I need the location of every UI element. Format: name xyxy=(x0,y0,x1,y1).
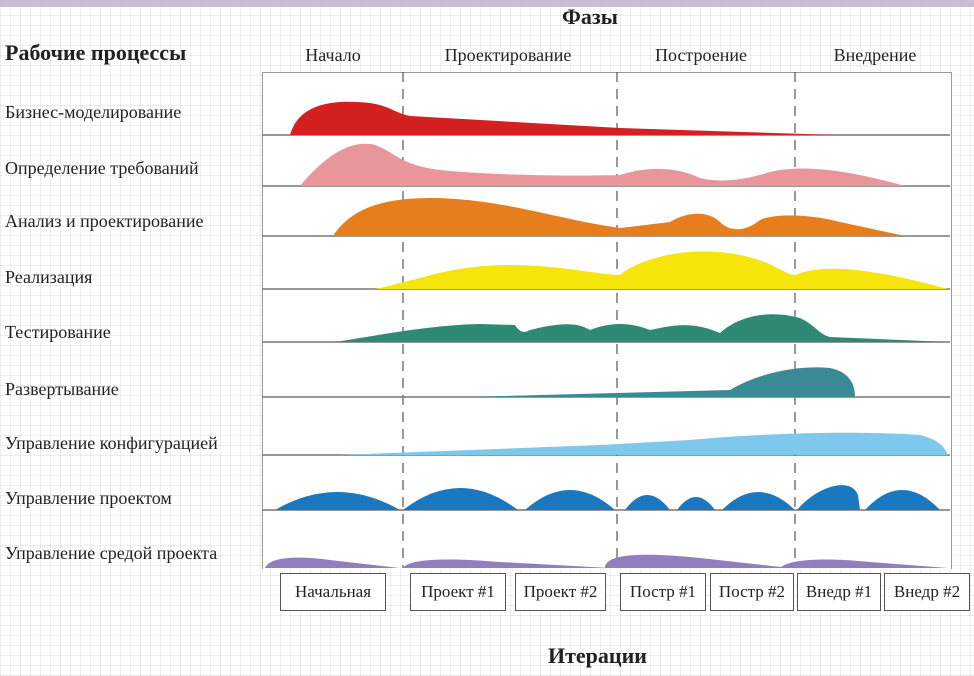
hump-implementation xyxy=(375,251,948,289)
workflow-label: Бизнес-моделирование xyxy=(5,102,182,122)
phase-elaboration: Проектирование xyxy=(444,45,572,65)
iteration-trans-1: Внедр #1 xyxy=(797,573,881,611)
phases-title: Фазы xyxy=(562,4,618,29)
hump-requirements xyxy=(300,143,905,186)
workflow-label: Определение требований xyxy=(5,158,199,178)
hump-testing xyxy=(335,314,948,342)
workflow-label: Реализация xyxy=(5,267,93,287)
workflow-label: Управление конфигурацией xyxy=(5,433,218,453)
phase-construction: Построение xyxy=(655,45,747,65)
hump-project-management xyxy=(275,485,940,510)
workflow-label: Управление проектом xyxy=(5,488,172,508)
hump-environment xyxy=(265,554,948,568)
top-band xyxy=(0,0,974,7)
workflow-label: Развертывание xyxy=(5,379,119,399)
hump-analysis-design xyxy=(333,198,905,236)
iteration-const-2: Постр #2 xyxy=(710,573,794,611)
iteration-trans-2: Внедр #2 xyxy=(884,573,970,611)
iteration-initial: Начальная xyxy=(280,573,386,611)
hump-business-modeling xyxy=(290,101,835,135)
iteration-elab-1: Проект #1 xyxy=(410,573,506,611)
iteration-const-1: Постр #1 xyxy=(620,573,706,611)
iteration-elab-2: Проект #2 xyxy=(515,573,606,611)
workflow-label: Управление средой проекта xyxy=(5,543,218,563)
workflows-title: Рабочие процессы xyxy=(5,40,187,65)
workflow-label: Тестирование xyxy=(5,322,111,342)
iterations-title: Итерации xyxy=(548,643,647,668)
hump-deployment xyxy=(465,367,855,397)
phase-transition: Внедрение xyxy=(833,45,917,65)
hump-config-management xyxy=(340,432,948,455)
phase-inception: Начало xyxy=(305,45,361,65)
workflow-label: Анализ и проектирование xyxy=(5,211,204,231)
